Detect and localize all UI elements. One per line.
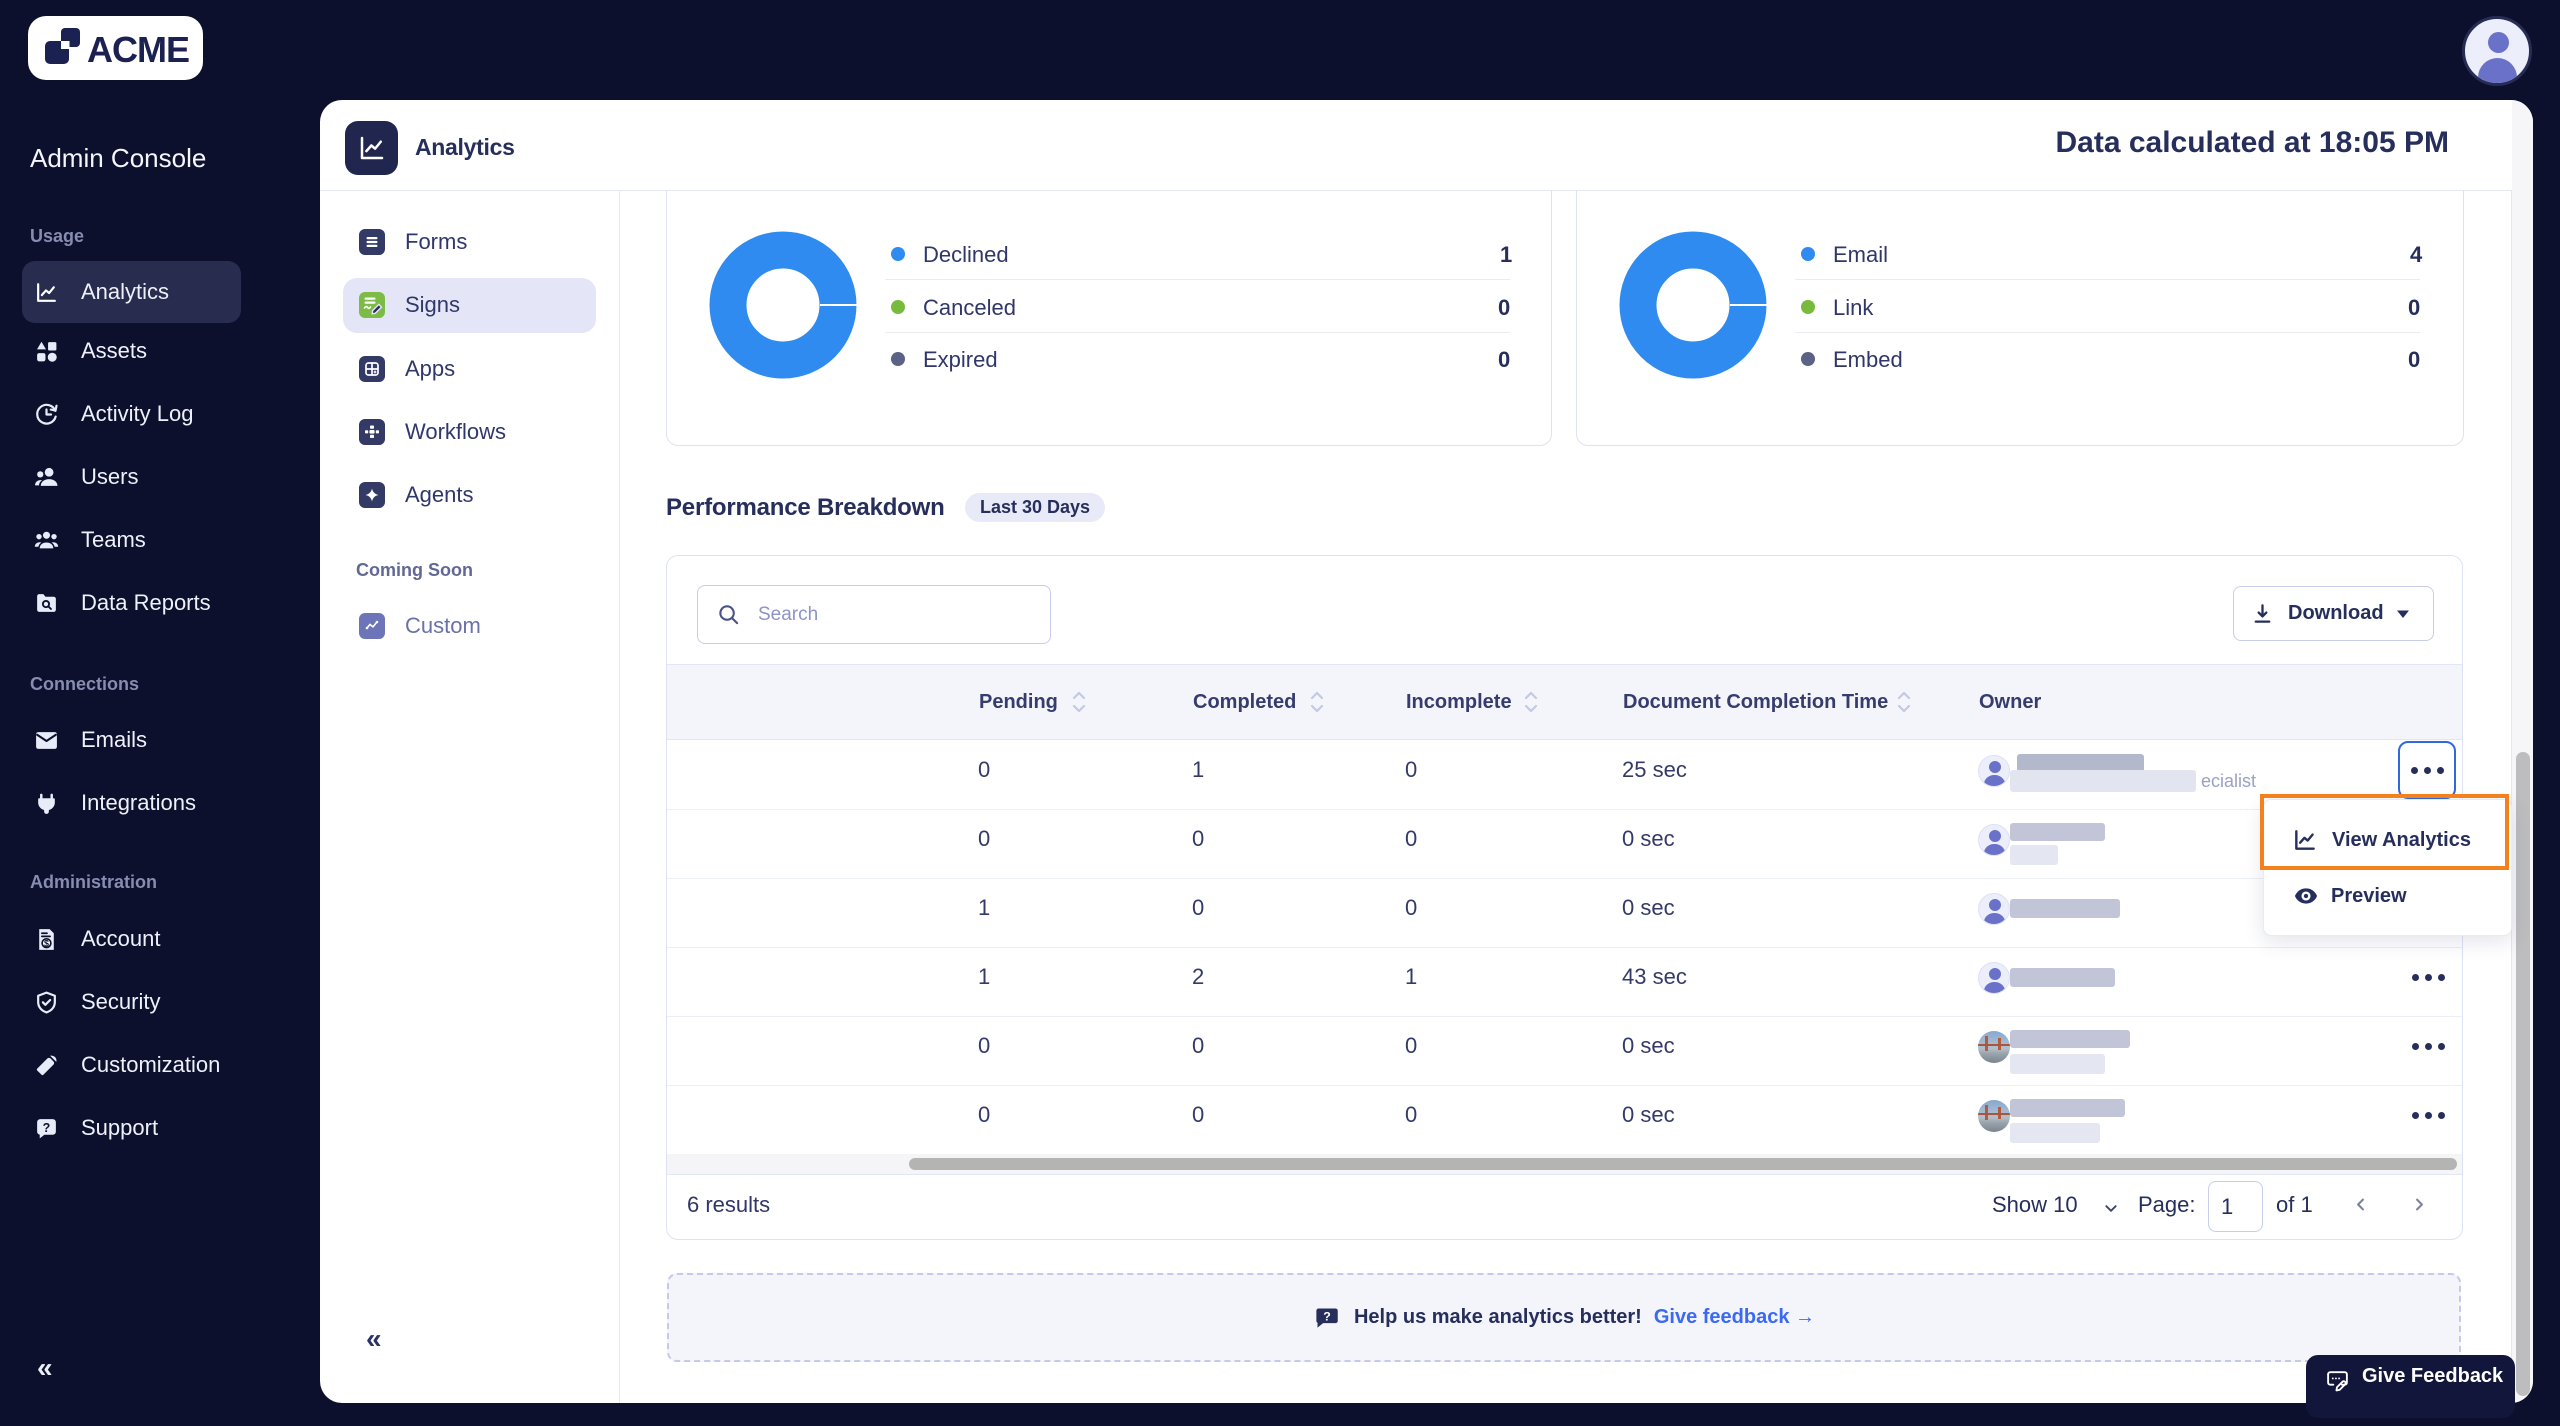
svg-text:$: $ — [44, 938, 49, 948]
svg-text:?: ? — [43, 1121, 51, 1135]
svg-text:?: ? — [1323, 1309, 1331, 1323]
